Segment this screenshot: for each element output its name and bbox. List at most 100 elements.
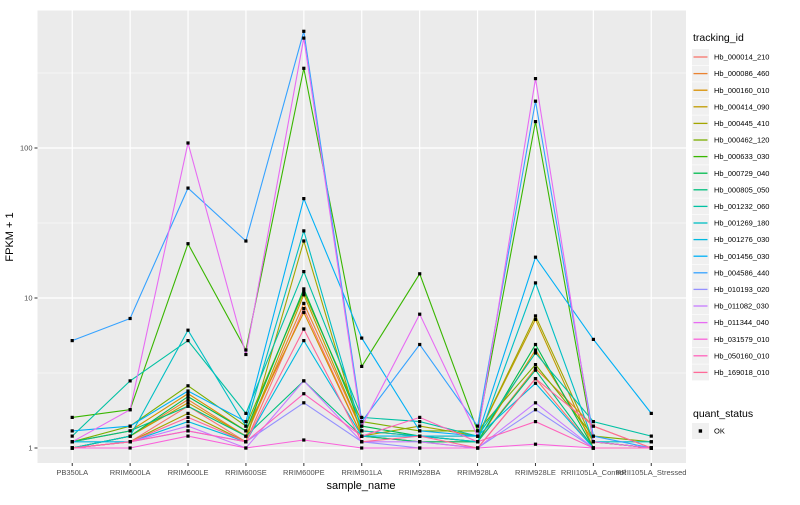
data-point: [418, 272, 422, 276]
data-point: [186, 392, 190, 396]
data-point: [186, 242, 190, 246]
legend-item: Hb_001232_060: [692, 198, 769, 215]
legend-item-label: Hb_000633_030: [714, 152, 769, 161]
legend-item-label: Hb_050160_010: [714, 351, 769, 360]
data-point: [360, 420, 364, 424]
legend: Hb_000014_210 Hb_000086_460 Hb_000160_010 H…: [692, 49, 769, 439]
data-point: [302, 401, 306, 405]
legend-item-label: Hb_001276_030: [714, 235, 769, 244]
data-point: [70, 339, 74, 343]
legend-item: Hb_000014_210: [692, 49, 769, 65]
data-point: [128, 316, 132, 321]
data-point: [302, 310, 306, 315]
data-point: [591, 446, 595, 450]
legend-item-label: Hb_000729_040: [714, 169, 769, 178]
data-point: [244, 411, 248, 415]
data-point: [591, 434, 595, 438]
data-point: [186, 389, 190, 393]
data-point: [186, 328, 190, 332]
legend-item-label: OK: [714, 427, 725, 436]
data-point: [533, 363, 538, 367]
data-point: [70, 440, 74, 444]
data-point: [128, 446, 132, 450]
data-point: [302, 36, 306, 40]
data-point: [302, 293, 306, 297]
x-tick-label: RRIM600SE: [225, 468, 267, 477]
data-point: [591, 420, 595, 424]
legend-item-label: Hb_010193_020: [714, 285, 769, 294]
data-point: [360, 434, 364, 438]
data-point: [244, 420, 248, 424]
data-point: [533, 351, 538, 355]
data-point: [186, 186, 190, 190]
data-point: [418, 440, 422, 444]
data-point: [649, 446, 653, 450]
data-point: [302, 339, 306, 343]
data-point: [186, 395, 190, 399]
data-point: [533, 442, 538, 446]
legend-item: Hb_000462_120: [692, 132, 769, 148]
legend-item: Hb_000414_090: [692, 98, 769, 115]
data-point: [302, 270, 306, 274]
y-axis-title: FPKM + 1: [4, 212, 16, 261]
data-point: [476, 429, 480, 433]
data-point: [302, 301, 306, 305]
x-tick-label: RRIM928LA: [457, 468, 498, 477]
data-point: [302, 327, 306, 331]
axes: 1 10 100 PB350LA RRIM600LA RRIM600LE RRIM600SE…: [20, 144, 687, 477]
data-point: [186, 384, 190, 388]
data-point: [128, 379, 132, 383]
x-tick-label: RRIM600LA: [110, 468, 151, 477]
data-point: [649, 434, 653, 438]
data-point: [360, 440, 364, 444]
data-point: [533, 368, 538, 372]
legend-item: Hb_001269_180: [692, 215, 769, 231]
data-point: [244, 352, 248, 357]
data-point: [302, 287, 306, 291]
data-point: [476, 440, 480, 444]
x-tick-label: RRII105LA_Control: [561, 468, 626, 477]
data-point: [186, 415, 190, 419]
legend-item: Hb_031579_010: [692, 331, 769, 348]
data-point: [128, 429, 132, 433]
data-point: [418, 312, 422, 316]
legend-item-label: Hb_169018_010: [714, 368, 769, 377]
data-point: [533, 381, 538, 385]
data-point: [302, 392, 306, 396]
data-points: [70, 29, 653, 450]
data-point: [418, 446, 422, 450]
data-point: [360, 364, 364, 368]
data-point: [533, 401, 538, 405]
y-tick-label: 1: [28, 444, 32, 453]
data-point: [533, 77, 538, 81]
data-point: [360, 336, 364, 340]
data-point: [360, 424, 364, 428]
data-point: [302, 379, 306, 383]
data-point: [533, 120, 538, 124]
data-point: [360, 429, 364, 433]
legend-item-label: Hb_000805_050: [714, 185, 769, 194]
data-point: [244, 429, 248, 433]
legend-item-label: Hb_011344_040: [714, 318, 769, 327]
data-point: [649, 411, 653, 415]
data-point: [302, 307, 306, 311]
data-point: [418, 429, 422, 433]
x-tick-label: RRIM600LE: [168, 468, 209, 477]
data-point: [418, 424, 422, 428]
data-point: [70, 415, 74, 419]
data-point: [70, 446, 74, 450]
data-point: [418, 342, 422, 347]
legend-item-label: Hb_000414_090: [714, 102, 769, 111]
legend-item-label: Hb_000445_410: [714, 119, 769, 128]
legend-item-label: Hb_000160_010: [714, 86, 769, 95]
data-point: [533, 377, 538, 381]
x-tick-label: RRIM928BA: [399, 468, 441, 477]
legend-title-quant-status: quant_status: [693, 408, 753, 420]
legend-square-marker: [698, 429, 703, 433]
data-point: [302, 290, 306, 294]
data-point: [302, 29, 306, 33]
y-tick-label: 10: [24, 294, 32, 303]
data-point: [360, 446, 364, 450]
legend-item-label: Hb_000014_210: [714, 53, 769, 62]
